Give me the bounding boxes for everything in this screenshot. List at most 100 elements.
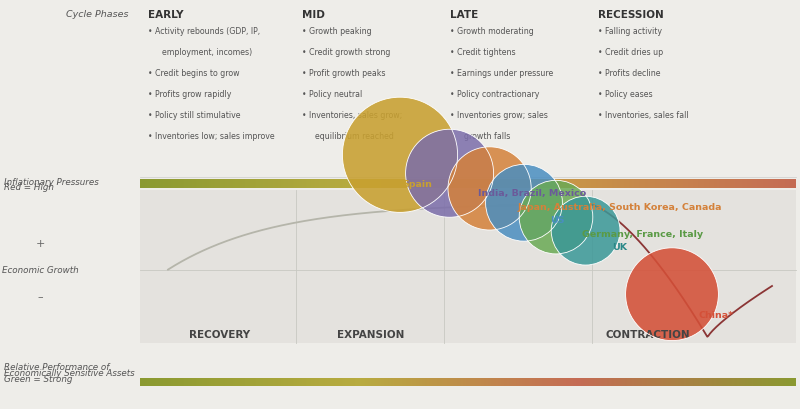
- Bar: [719, 378, 721, 387]
- Bar: [610, 378, 612, 387]
- Bar: [243, 378, 245, 387]
- Bar: [373, 180, 374, 188]
- Bar: [324, 180, 326, 188]
- Bar: [474, 378, 476, 387]
- Bar: [482, 180, 485, 188]
- Bar: [534, 378, 535, 387]
- Bar: [214, 378, 215, 387]
- Bar: [515, 378, 518, 387]
- Bar: [365, 180, 366, 188]
- Bar: [522, 378, 524, 387]
- Bar: [774, 180, 776, 188]
- Bar: [391, 180, 393, 188]
- Bar: [271, 180, 273, 188]
- Bar: [588, 378, 590, 387]
- Bar: [394, 180, 396, 188]
- Bar: [230, 378, 232, 387]
- Bar: [254, 180, 257, 188]
- Text: MID: MID: [302, 10, 325, 20]
- Bar: [470, 180, 471, 188]
- Bar: [499, 378, 501, 387]
- Bar: [146, 378, 148, 387]
- Text: China*: China*: [698, 310, 734, 319]
- Bar: [719, 180, 721, 188]
- Bar: [618, 180, 619, 188]
- Bar: [151, 378, 153, 387]
- Text: UK: UK: [612, 242, 627, 251]
- Bar: [734, 180, 735, 188]
- Bar: [210, 180, 212, 188]
- Bar: [594, 378, 596, 387]
- Bar: [435, 378, 437, 387]
- Bar: [204, 378, 206, 387]
- Bar: [760, 378, 762, 387]
- Bar: [410, 180, 412, 188]
- Bar: [618, 378, 619, 387]
- Bar: [357, 378, 358, 387]
- Bar: [654, 180, 655, 188]
- Bar: [707, 180, 709, 188]
- Bar: [471, 378, 473, 387]
- Bar: [342, 180, 343, 188]
- Bar: [176, 378, 178, 387]
- Bar: [509, 378, 510, 387]
- Bar: [207, 180, 209, 188]
- Text: • Inventories low; sales improve: • Inventories low; sales improve: [148, 132, 274, 141]
- Bar: [315, 378, 317, 387]
- Bar: [384, 180, 386, 188]
- Text: RECOVERY: RECOVERY: [190, 330, 250, 339]
- Bar: [594, 180, 596, 188]
- Bar: [521, 378, 522, 387]
- Bar: [762, 378, 763, 387]
- Bar: [563, 378, 565, 387]
- Bar: [735, 180, 737, 188]
- Bar: [278, 180, 279, 188]
- Bar: [783, 378, 785, 387]
- Bar: [701, 180, 702, 188]
- Bar: [391, 378, 393, 387]
- Text: EARLY: EARLY: [148, 10, 183, 20]
- Bar: [268, 378, 270, 387]
- Bar: [758, 378, 760, 387]
- Bar: [548, 378, 550, 387]
- Bar: [780, 378, 782, 387]
- Bar: [217, 180, 218, 188]
- Bar: [379, 378, 381, 387]
- Bar: [766, 378, 768, 387]
- Bar: [760, 180, 762, 188]
- Bar: [591, 180, 593, 188]
- Bar: [599, 378, 601, 387]
- Bar: [491, 180, 493, 188]
- Bar: [445, 180, 446, 188]
- Bar: [540, 180, 542, 188]
- Bar: [490, 180, 491, 188]
- Text: • Policy still stimulative: • Policy still stimulative: [148, 111, 241, 120]
- Bar: [193, 378, 194, 387]
- Bar: [729, 180, 730, 188]
- Bar: [671, 378, 673, 387]
- Bar: [460, 378, 462, 387]
- Bar: [355, 378, 357, 387]
- Bar: [655, 180, 657, 188]
- Bar: [652, 180, 654, 188]
- Bar: [294, 180, 296, 188]
- Bar: [488, 180, 490, 188]
- Bar: [568, 180, 570, 188]
- Bar: [694, 180, 696, 188]
- Bar: [307, 378, 309, 387]
- Bar: [634, 180, 635, 188]
- Bar: [527, 180, 529, 188]
- Bar: [415, 180, 417, 188]
- Bar: [763, 180, 765, 188]
- Bar: [445, 378, 446, 387]
- Bar: [765, 180, 766, 188]
- Bar: [238, 180, 240, 188]
- Bar: [782, 378, 783, 387]
- Bar: [340, 378, 342, 387]
- Bar: [163, 180, 165, 188]
- Bar: [557, 378, 558, 387]
- Bar: [632, 378, 634, 387]
- Bar: [199, 378, 201, 387]
- Bar: [182, 180, 184, 188]
- Bar: [290, 180, 291, 188]
